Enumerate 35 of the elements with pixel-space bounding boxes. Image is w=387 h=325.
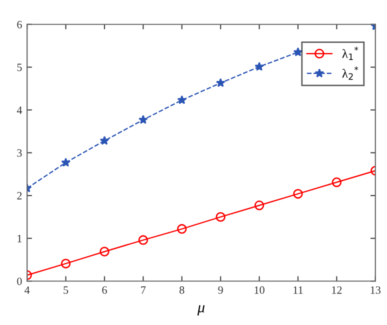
point bbox=[177, 224, 187, 234]
point bbox=[254, 62, 264, 71]
legend-label: λ$_{2}$$^{*}$ bbox=[342, 66, 358, 80]
x-tick-label: 6 bbox=[102, 286, 107, 294]
x-tick-label: 12 bbox=[332, 286, 342, 294]
point bbox=[100, 246, 110, 256]
point bbox=[60, 258, 71, 268]
x-tick-label: 4 bbox=[24, 286, 30, 294]
point bbox=[332, 177, 342, 188]
x-tick-label: 7 bbox=[141, 286, 146, 294]
point bbox=[216, 212, 226, 222]
point bbox=[293, 188, 303, 199]
y-tick-label: 2 bbox=[17, 192, 22, 200]
y-tick-label: 1 bbox=[18, 234, 22, 242]
point bbox=[138, 235, 148, 245]
y-tick-label: 6 bbox=[17, 20, 22, 28]
point bbox=[254, 200, 264, 210]
legend-label: λ$_{1}$$^{*}$ bbox=[342, 46, 358, 60]
x-tick-label: 10 bbox=[254, 286, 264, 294]
point bbox=[100, 136, 110, 145]
point bbox=[177, 95, 187, 104]
x-tick-label: 5 bbox=[64, 286, 68, 294]
x-axis-title: μ bbox=[197, 305, 205, 316]
point bbox=[293, 47, 303, 56]
y-tick-label: 3 bbox=[17, 149, 22, 157]
point bbox=[138, 114, 148, 124]
y-tick-label: 0 bbox=[17, 278, 22, 286]
point bbox=[61, 158, 70, 167]
x-tick-label: 13 bbox=[370, 286, 381, 294]
y-tick-label: 5 bbox=[17, 64, 22, 72]
x-tick-label: 8 bbox=[180, 286, 184, 294]
point bbox=[216, 78, 226, 88]
y-tick-label: 4 bbox=[16, 106, 22, 114]
x-tick-label: 9 bbox=[218, 286, 223, 294]
x-tick-label: 11 bbox=[294, 286, 303, 294]
